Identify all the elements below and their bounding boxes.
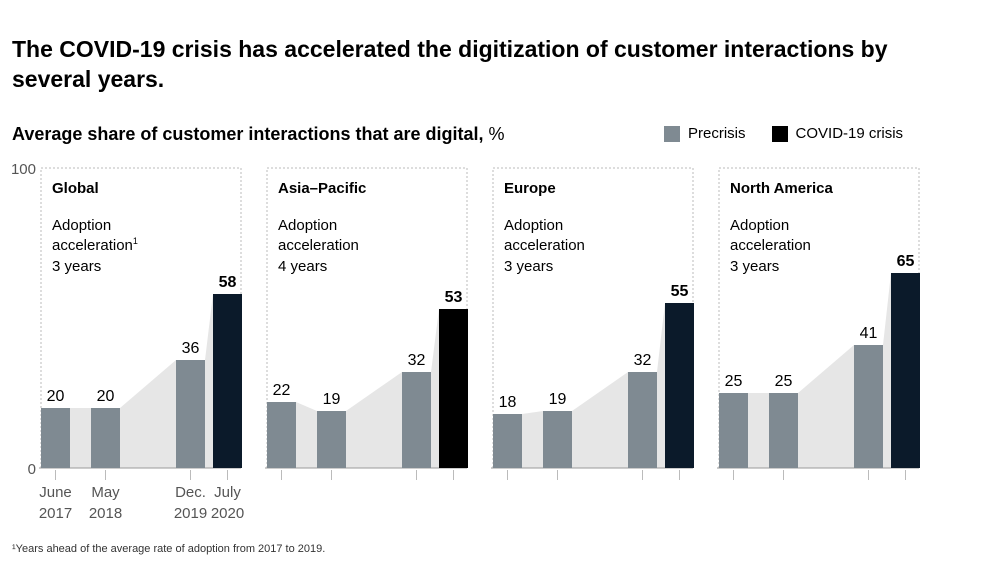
subtitle-unit: % <box>488 124 505 144</box>
panel-label: 4 years <box>278 258 327 275</box>
bar-asia-pacific-2 <box>402 372 431 468</box>
trend-area <box>493 303 694 468</box>
panel-label: 3 years <box>730 258 779 275</box>
data-label: 20 <box>47 388 65 405</box>
bar-north-america-1 <box>769 393 798 468</box>
data-label: 53 <box>445 289 463 306</box>
data-label: 65 <box>897 253 915 270</box>
legend-swatch <box>664 125 680 142</box>
bar-europe-2 <box>628 372 657 468</box>
bar-north-america-0 <box>719 393 748 468</box>
data-label: 32 <box>634 352 652 369</box>
footnote: ¹Years ahead of the average rate of adop… <box>12 543 326 555</box>
legend-label: Precrisis <box>688 125 746 142</box>
data-label: 18 <box>499 394 517 411</box>
panel-title: Asia–Pacific <box>278 180 366 197</box>
legend-item-covid: COVID-19 crisis <box>771 125 904 142</box>
x-tick-label: Dec. <box>175 484 206 501</box>
subtitle-text: Average share of customer interactions t… <box>12 124 484 144</box>
panel-title: Global <box>52 180 99 197</box>
trend-area <box>719 273 920 468</box>
bar-global-0 <box>41 408 70 468</box>
x-tick-label: July <box>214 484 241 501</box>
panel-label: Adoption <box>504 217 563 234</box>
y-tick-label: 0 <box>28 461 36 478</box>
panel-label: acceleration <box>278 237 359 254</box>
x-tick-label: 2017 <box>39 505 72 522</box>
bar-global-2 <box>176 360 205 468</box>
bar-asia-pacific-3 <box>439 309 468 468</box>
data-label: 58 <box>219 274 237 291</box>
chart-subtitle: Average share of customer interactions t… <box>12 124 505 145</box>
legend: Precrisis COVID-19 crisis <box>664 125 903 142</box>
bar-europe-0 <box>493 414 522 468</box>
panel-label: acceleration1 <box>52 236 138 254</box>
trend-area <box>41 294 242 468</box>
data-label: 36 <box>182 340 200 357</box>
x-tick-label: 2020 <box>211 505 244 522</box>
bar-asia-pacific-0 <box>267 402 296 468</box>
trend-area <box>267 309 468 468</box>
panel-label: 3 years <box>52 258 101 275</box>
data-label: 19 <box>323 391 341 408</box>
x-tick-label: 2019 <box>174 505 207 522</box>
x-tick-label: 2018 <box>89 505 122 522</box>
bar-north-america-3 <box>891 273 920 468</box>
panel-label: Adoption <box>278 217 337 234</box>
panel-label: acceleration <box>504 237 585 254</box>
bar-global-1 <box>91 408 120 468</box>
chart-plot: 0 100 20 June 2017 20 May 2018 36 Dec. 2019 58 July 2… <box>11 161 920 522</box>
bar-north-america-2 <box>854 345 883 468</box>
panel-label: Adoption <box>52 217 111 234</box>
bar-europe-3 <box>665 303 694 468</box>
data-label: 41 <box>860 325 878 342</box>
legend-item-precrisis: Precrisis <box>664 125 746 142</box>
x-tick-label: June <box>39 484 72 501</box>
data-label: 25 <box>775 373 793 390</box>
bar-asia-pacific-1 <box>317 411 346 468</box>
data-label: 55 <box>671 283 689 300</box>
panel-label: 3 years <box>504 258 553 275</box>
x-tick-label: May <box>91 484 120 501</box>
legend-label: COVID-19 crisis <box>795 125 904 142</box>
panel-label: Adoption <box>730 217 789 234</box>
panel-title: North America <box>730 180 833 197</box>
panel-title: Europe <box>504 180 556 197</box>
panel-label: acceleration <box>730 237 811 254</box>
data-label: 20 <box>97 388 115 405</box>
bar-global-3 <box>213 294 242 468</box>
legend-swatch <box>771 125 788 142</box>
bar-europe-1 <box>543 411 572 468</box>
data-label: 32 <box>408 352 426 369</box>
chart-title: The COVID-19 crisis has accelerated the … <box>12 36 888 92</box>
y-tick-label: 100 <box>11 161 36 178</box>
data-label: 22 <box>273 382 291 399</box>
data-label: 25 <box>725 373 743 390</box>
data-label: 19 <box>549 391 567 408</box>
